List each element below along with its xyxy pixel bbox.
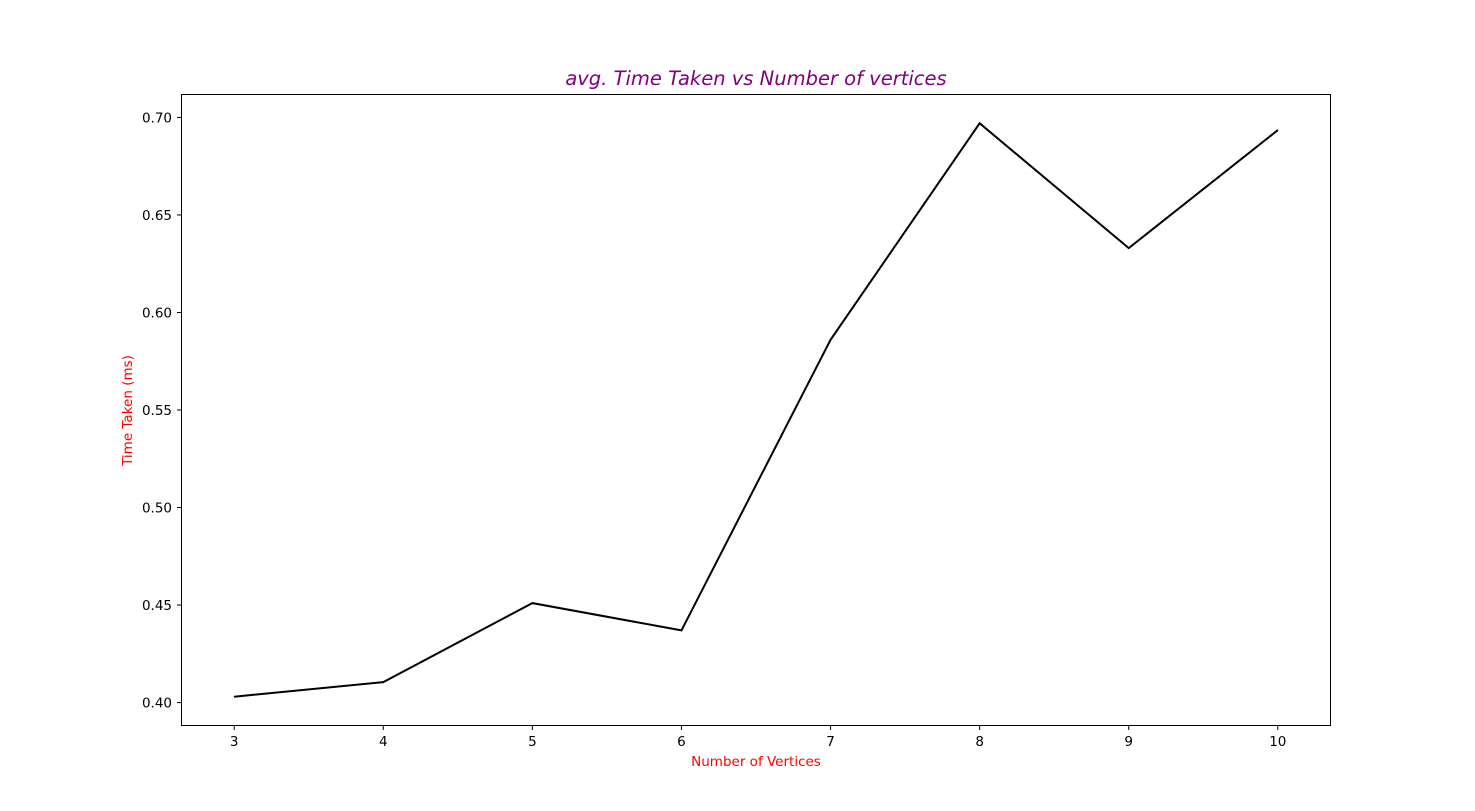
- y-tick-label: 0.65: [142, 208, 172, 224]
- data-point: [233, 696, 235, 698]
- y-tick-label: 0.45: [142, 598, 172, 614]
- data-point: [1277, 129, 1279, 131]
- data-point: [680, 629, 682, 631]
- data-point: [830, 339, 832, 341]
- series-layer: [233, 121, 1279, 698]
- x-tick-label: 8: [975, 734, 984, 750]
- series-line: [234, 121, 1279, 698]
- data-point: [531, 602, 533, 604]
- y-tick-label: 0.70: [142, 110, 172, 126]
- x-tick-label: 10: [1269, 734, 1286, 750]
- y-axis: 0.40 0.45 0.50 0.55 0.60 0.65 0.70: [142, 110, 182, 712]
- y-tick-label: 0.60: [142, 305, 172, 321]
- y-axis-label: Time Taken (ms): [120, 355, 136, 467]
- x-tick-label: 4: [379, 734, 388, 750]
- x-tick-label: 7: [826, 734, 835, 750]
- x-tick-label: 5: [528, 734, 537, 750]
- data-point: [1128, 247, 1130, 249]
- x-tick-label: 6: [677, 734, 686, 750]
- data-point: [979, 122, 981, 124]
- y-tick-label: 0.40: [142, 696, 172, 712]
- y-tick-label: 0.50: [142, 501, 172, 517]
- data-point: [382, 681, 384, 683]
- x-axis: 3 4 5 6 7 8 9 10: [230, 725, 1286, 750]
- x-tick-label: 3: [230, 734, 239, 750]
- x-axis-label: Number of Vertices: [691, 754, 821, 770]
- x-tick-label: 9: [1124, 734, 1133, 750]
- y-tick-label: 0.55: [142, 403, 172, 419]
- chart-title: avg. Time Taken vs Number of vertices: [565, 67, 946, 90]
